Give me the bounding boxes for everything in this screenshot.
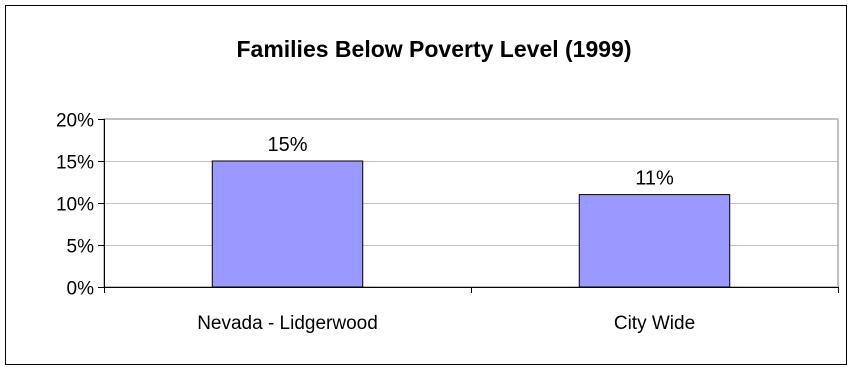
chart-title: Families Below Poverty Level (1999) — [236, 36, 631, 62]
chart-frame — [5, 5, 847, 365]
y-tick-label: 15% — [56, 153, 94, 174]
y-tick-label: 10% — [56, 195, 94, 216]
data-label: 11% — [635, 168, 674, 190]
x-axis-ticks: Nevada - Lidgerwood City Wide — [197, 313, 695, 334]
y-tick-label: 0% — [67, 279, 95, 300]
x-tick-label: Nevada - Lidgerwood — [197, 313, 378, 334]
bar — [211, 160, 364, 288]
y-axis-ticks: 0% 5% 10% 15% 20% — [56, 111, 104, 300]
y-tick-label: 20% — [56, 111, 94, 132]
data-labels: 15% 11% — [267, 134, 674, 190]
axes — [104, 119, 839, 293]
data-label: 15% — [267, 134, 307, 156]
bars — [211, 160, 731, 288]
y-tick-label: 5% — [67, 237, 95, 258]
bar — [578, 194, 731, 288]
x-tick-label: City Wide — [614, 313, 695, 334]
